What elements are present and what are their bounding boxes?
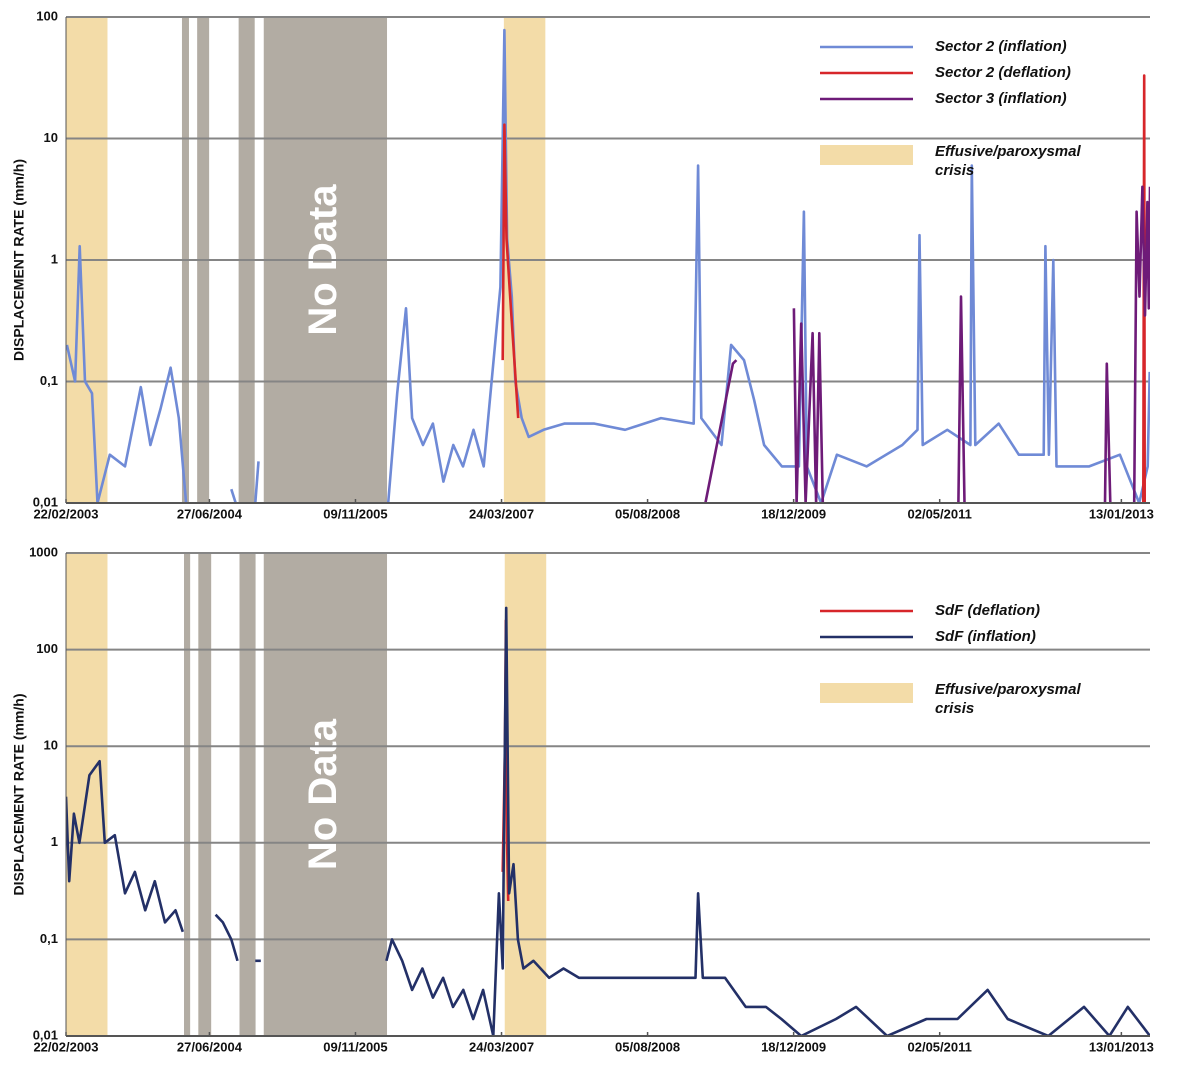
legend-label: crisis bbox=[935, 700, 974, 717]
series-line bbox=[386, 28, 1150, 503]
series-line bbox=[501, 123, 520, 419]
series-line bbox=[704, 359, 738, 503]
x-tick-label: 02/05/2011 bbox=[908, 506, 972, 521]
x-tick-label: 02/05/2011 bbox=[908, 1039, 972, 1054]
legend-swatch bbox=[820, 145, 913, 165]
x-tick-label: 24/03/2007 bbox=[469, 506, 534, 521]
series-line bbox=[957, 295, 966, 503]
y-tick-label: 0,1 bbox=[40, 931, 58, 946]
x-tick-label: 05/08/2008 bbox=[615, 1039, 680, 1054]
y-axis-label: DISPLACEMENT RATE (mm/h) bbox=[11, 694, 27, 896]
series-line bbox=[1103, 362, 1112, 503]
x-tick-label: 27/06/2004 bbox=[177, 1039, 243, 1054]
x-tick-label: 22/02/2003 bbox=[33, 506, 98, 521]
y-tick-label: 1000 bbox=[29, 544, 58, 559]
x-tick-label: 18/12/2009 bbox=[761, 506, 826, 521]
y-tick-label: 1 bbox=[51, 251, 58, 266]
series-line bbox=[66, 759, 185, 933]
no-data-band bbox=[239, 553, 256, 1036]
no-data-band bbox=[198, 553, 212, 1036]
series-line bbox=[214, 913, 239, 962]
x-tick-label: 09/11/2005 bbox=[323, 1039, 387, 1054]
y-tick-label: 1 bbox=[51, 834, 58, 849]
series-line bbox=[792, 308, 825, 503]
series-line bbox=[385, 606, 1150, 1036]
legend-label: SdF (deflation) bbox=[935, 602, 1040, 619]
y-tick-label: 0,01 bbox=[33, 1027, 58, 1042]
series-line bbox=[230, 488, 237, 503]
legend-label: Sector 3 (inflation) bbox=[935, 90, 1067, 107]
panel: No Data 0,01 0,1 1 10 100 1000 22/02/2003 27/06/… bbox=[11, 544, 1154, 1054]
legend-label: SdF (inflation) bbox=[935, 628, 1036, 645]
legend-label: Sector 2 (deflation) bbox=[935, 64, 1071, 81]
x-tick-label: 18/12/2009 bbox=[761, 1039, 826, 1054]
no-data-label: No Data bbox=[301, 718, 345, 870]
legend-swatch bbox=[820, 683, 913, 703]
series-line bbox=[1142, 74, 1146, 503]
series-line bbox=[1132, 185, 1150, 503]
y-tick-label: 0,1 bbox=[40, 373, 58, 388]
x-tick-label: 22/02/2003 bbox=[33, 1039, 98, 1054]
legend-label: Sector 2 (inflation) bbox=[935, 38, 1067, 55]
legend-label: crisis bbox=[935, 162, 974, 179]
no-data-band bbox=[184, 553, 191, 1036]
y-axis-label: DISPLACEMENT RATE (mm/h) bbox=[11, 159, 27, 361]
no-data-band bbox=[263, 553, 388, 1036]
x-tick-label: 05/08/2008 bbox=[615, 506, 680, 521]
x-tick-label: 13/01/2013 bbox=[1089, 506, 1154, 521]
legend-label: Effusive/paroxysmal bbox=[935, 681, 1081, 698]
y-tick-label: 100 bbox=[36, 641, 58, 656]
y-tick-label: 10 bbox=[44, 738, 58, 753]
y-tick-label: 0,01 bbox=[33, 494, 58, 509]
y-tick-label: 10 bbox=[44, 130, 58, 145]
series-line bbox=[66, 244, 188, 503]
legend-label: Effusive/paroxysmal bbox=[935, 143, 1081, 160]
x-tick-label: 27/06/2004 bbox=[177, 506, 243, 521]
y-tick-label: 100 bbox=[36, 8, 58, 23]
x-tick-label: 13/01/2013 bbox=[1089, 1039, 1154, 1054]
x-tick-label: 09/11/2005 bbox=[323, 506, 387, 521]
x-tick-label: 24/03/2007 bbox=[469, 1039, 534, 1054]
crisis-band bbox=[504, 553, 547, 1036]
series-line bbox=[254, 461, 260, 503]
